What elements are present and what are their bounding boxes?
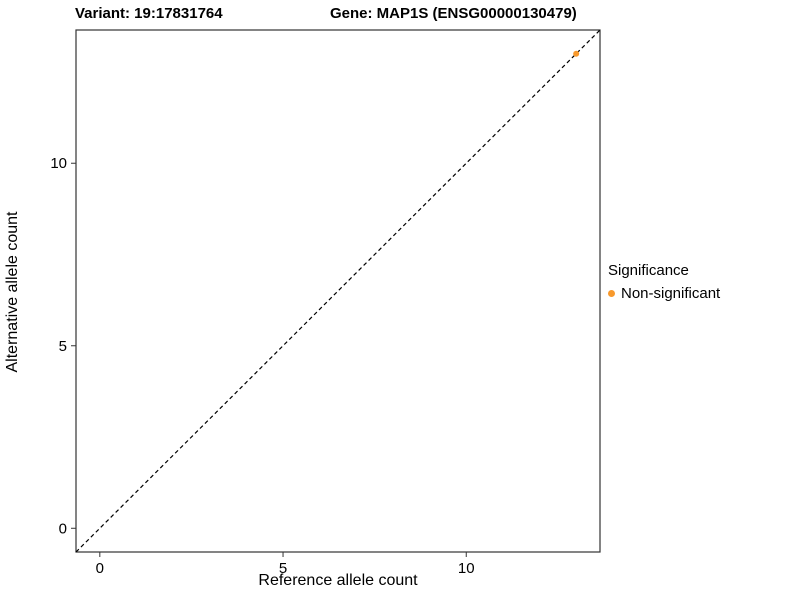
y-tick-label: 10 xyxy=(50,155,67,172)
panel-border xyxy=(75,29,601,553)
legend-item: Non-significant xyxy=(608,285,720,302)
y-axis-label: Alternative allele count xyxy=(4,211,21,373)
plot-title-gene: Gene: MAP1S (ENSG00000130479) xyxy=(330,5,577,22)
legend-item-label: Non-significant xyxy=(621,285,721,302)
legend-title: Significance xyxy=(608,262,689,279)
identity-line xyxy=(75,29,601,553)
y-tick-label: 0 xyxy=(59,520,67,537)
x-tick-label: 0 xyxy=(96,560,104,577)
legend: Significance Non-significant xyxy=(608,262,720,302)
data-point xyxy=(573,50,580,57)
legend-marker-icon xyxy=(608,290,615,297)
plot-title-variant: Variant: 19:17831764 xyxy=(75,5,223,22)
y-tick-label: 5 xyxy=(59,338,67,355)
x-axis-label: Reference allele count xyxy=(258,572,418,589)
x-tick-label: 10 xyxy=(458,560,475,577)
x-tick-label: 5 xyxy=(279,560,287,577)
